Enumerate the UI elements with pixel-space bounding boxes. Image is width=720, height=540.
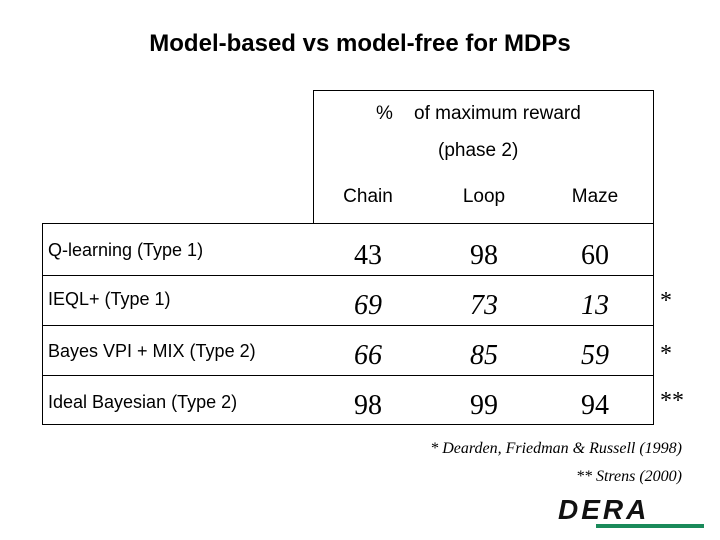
table-body-frame <box>42 223 654 425</box>
row-label: Bayes VPI + MIX (Type 2) <box>48 341 256 361</box>
citation-mark: ** <box>660 388 684 414</box>
column-header-loop: Loop <box>462 186 506 207</box>
citation-mark: * <box>660 288 672 314</box>
header-line2: (phase 2) <box>438 140 519 161</box>
row-label: IEQL+ (Type 1) <box>48 289 171 309</box>
row-label: Ideal Bayesian (Type 2) <box>48 392 238 412</box>
column-header-maze: Maze <box>571 186 619 207</box>
row-divider <box>42 375 654 376</box>
table-cell: 13 <box>581 290 609 321</box>
table-cell: 85 <box>470 340 498 371</box>
slide-title: Model-based vs model-free for MDPs <box>149 30 571 57</box>
table-cell: 98 <box>354 390 382 421</box>
column-header-chain: Chain <box>343 186 393 207</box>
table-cell: 94 <box>581 390 609 421</box>
footnote-strens: ** Strens (2000) <box>575 468 682 485</box>
percent-symbol: % <box>376 103 393 124</box>
row-divider <box>42 325 654 326</box>
citation-mark: * <box>660 341 672 367</box>
row-label: Q-learning (Type 1) <box>48 240 204 260</box>
row-divider <box>42 275 654 276</box>
table-cell: 66 <box>354 340 382 371</box>
table-cell: 73 <box>470 290 498 321</box>
header-line1: of maximum reward <box>414 103 581 124</box>
table-cell: 98 <box>470 240 498 271</box>
table-cell: 60 <box>581 240 609 271</box>
dera-logo-bar <box>596 524 704 528</box>
table-cell: 43 <box>354 240 382 271</box>
footnote-dearden: * Dearden, Friedman & Russell (1998) <box>430 440 682 457</box>
dera-logo: DERA <box>558 494 704 528</box>
table-cell: 99 <box>470 390 498 421</box>
table-cell: 59 <box>581 340 609 371</box>
table-cell: 69 <box>354 290 382 321</box>
dera-logo-text: DERA <box>558 494 649 525</box>
